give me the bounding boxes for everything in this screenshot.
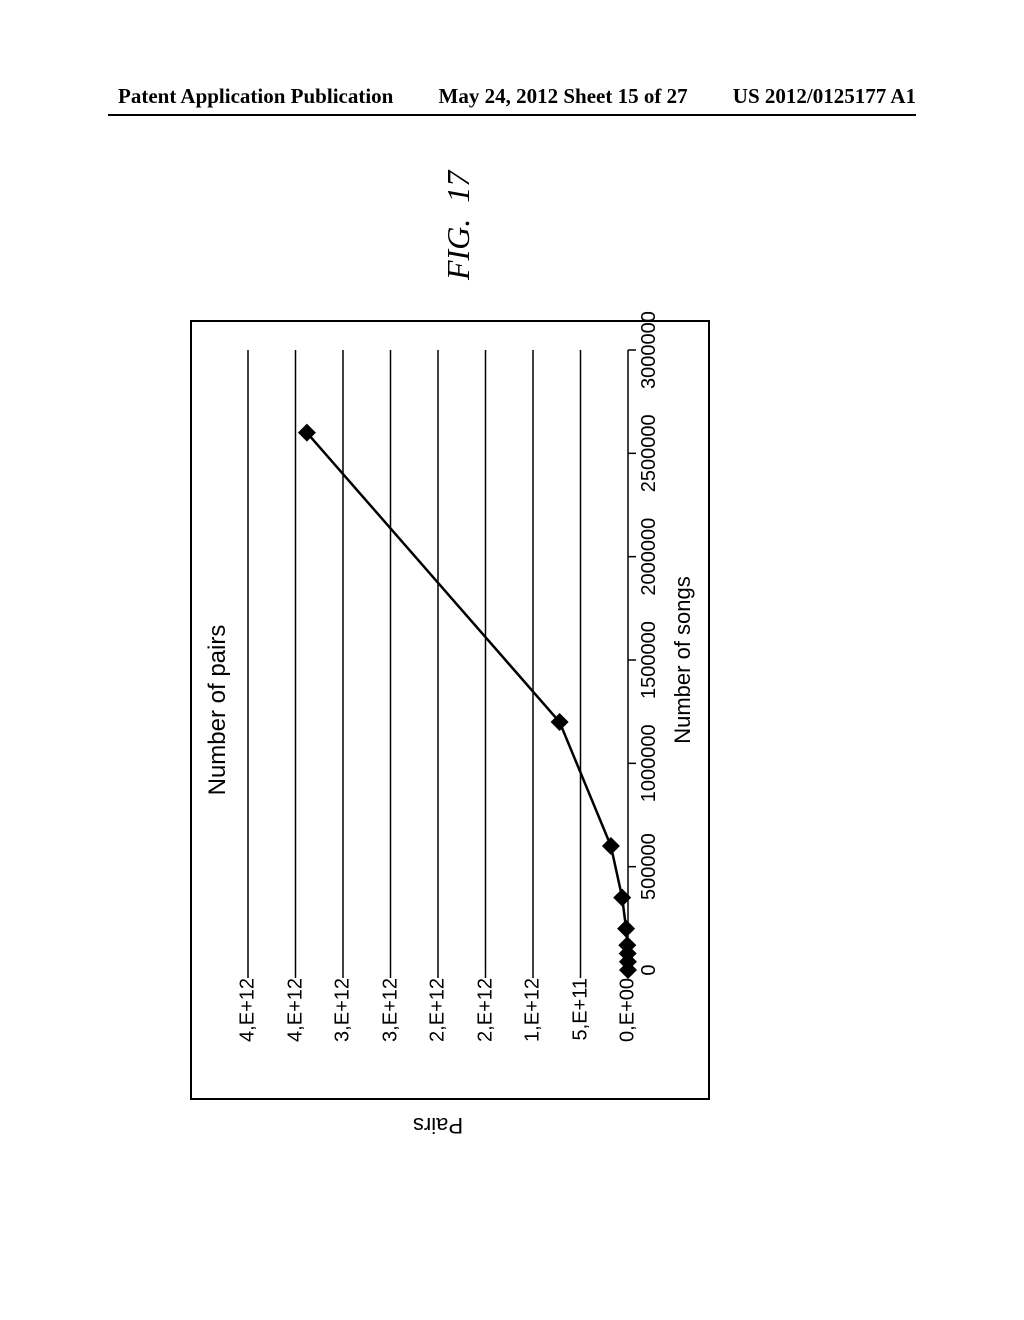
x-tick-label: 2500000 <box>638 414 661 492</box>
y-tick-label: 0,E+00 <box>617 978 640 1098</box>
y-axis-label-container: Pairs <box>248 1110 628 1140</box>
header-rule <box>108 114 916 116</box>
y-tick-label: 5,E+11 <box>569 978 592 1098</box>
header-center: May 24, 2012 Sheet 15 of 27 <box>439 84 688 109</box>
data-marker <box>602 837 620 855</box>
header-left: Patent Application Publication <box>118 84 393 109</box>
y-tick-label: 3,E+12 <box>379 978 402 1098</box>
figure-caption: FIG. 17 <box>440 171 477 280</box>
x-tick-label: 1000000 <box>638 724 661 802</box>
figure-rotated-container: Number of pairs Pairs 0,E+005,E+111,E+12… <box>0 370 920 890</box>
x-tick-label: 500000 <box>638 833 661 900</box>
page: Patent Application Publication May 24, 2… <box>0 0 1024 1320</box>
figure-caption-number: 17 <box>440 171 476 203</box>
header-right: US 2012/0125177 A1 <box>733 84 916 109</box>
y-tick-label: 4,E+12 <box>284 978 307 1098</box>
y-tick-label: 3,E+12 <box>332 978 355 1098</box>
y-tick-label: 2,E+12 <box>427 978 450 1098</box>
y-tick-label: 2,E+12 <box>474 978 497 1098</box>
y-tick-label: 1,E+12 <box>522 978 545 1098</box>
y-axis-label: Pairs <box>413 1112 463 1138</box>
x-axis-label: Number of songs <box>670 350 696 970</box>
figure-inner: Number of pairs Pairs 0,E+005,E+111,E+12… <box>190 160 710 1100</box>
y-tick-label: 4,E+12 <box>237 978 260 1098</box>
figure-caption-prefix: FIG. <box>440 219 476 280</box>
x-tick-label: 2000000 <box>638 518 661 596</box>
plot-area <box>248 350 628 970</box>
chart-title: Number of pairs <box>204 320 232 1100</box>
chart-svg <box>248 350 628 970</box>
x-tick-label: 1500000 <box>638 621 661 699</box>
x-tick-label: 0 <box>638 964 661 975</box>
page-header: Patent Application Publication May 24, 2… <box>0 84 1024 109</box>
x-tick-label: 3000000 <box>638 311 661 389</box>
